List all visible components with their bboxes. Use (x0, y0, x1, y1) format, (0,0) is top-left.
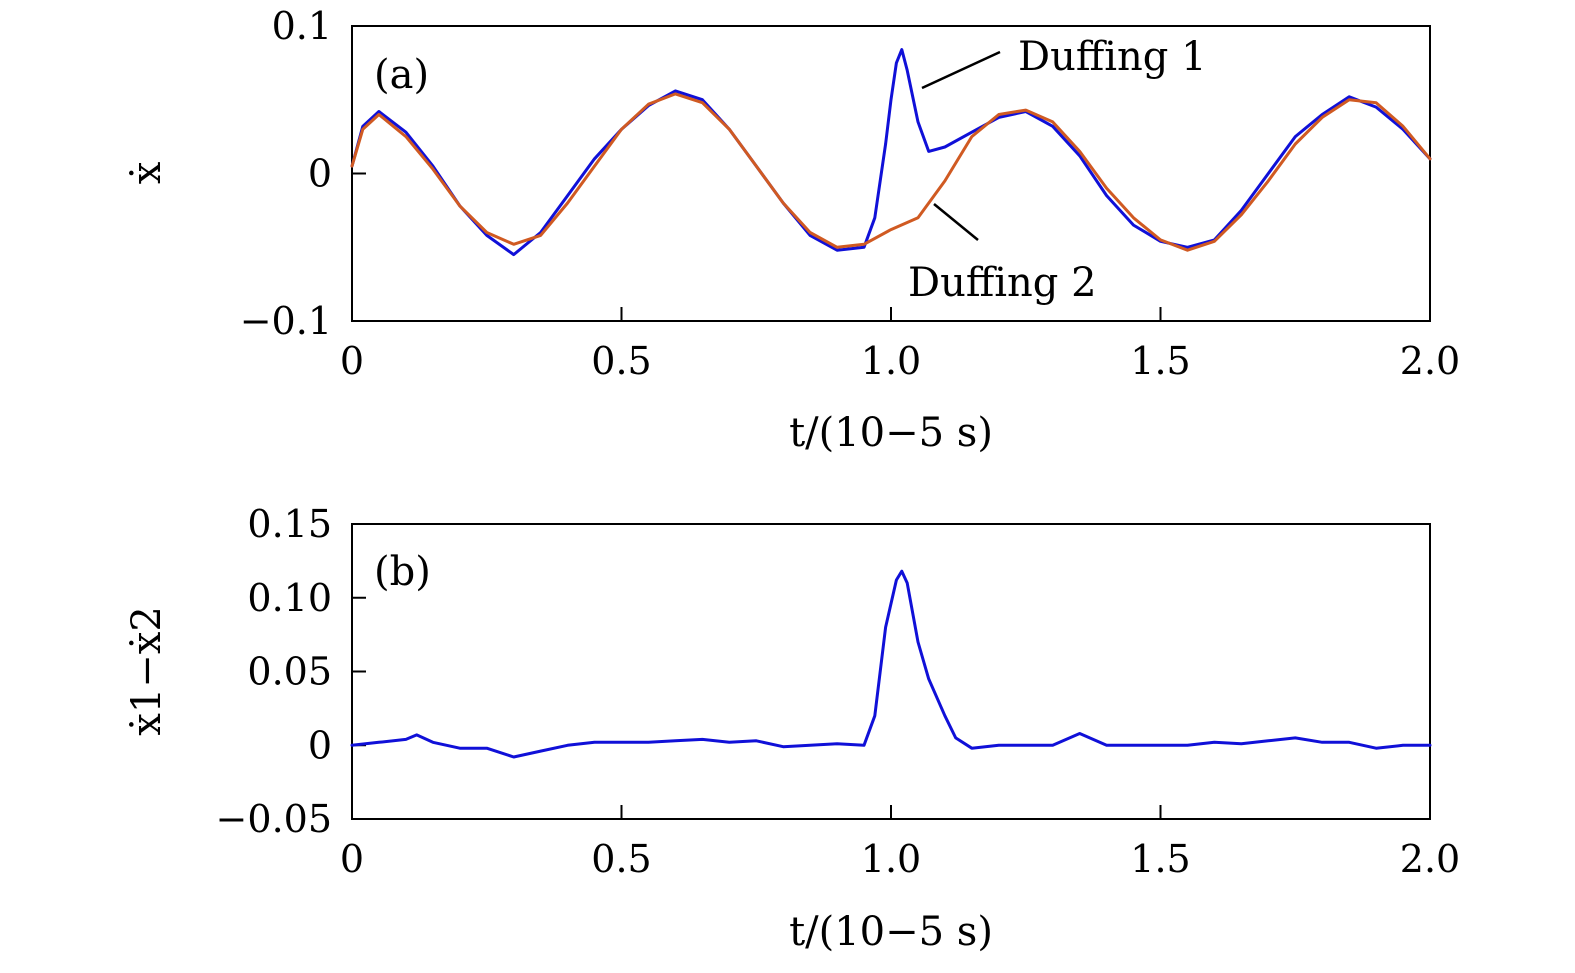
y-tick-label: −0.05 (216, 797, 332, 841)
y-tick-label: 0.10 (247, 576, 332, 620)
panel-a-y-axis-title: ẋ (124, 161, 170, 184)
x-tick-label: 1.0 (861, 837, 921, 881)
y-tick-label: 0 (308, 152, 332, 196)
panel-a-series (350, 48, 1432, 257)
y-tick-label: 0.05 (247, 650, 332, 694)
x-tick-label: 0.5 (591, 837, 651, 881)
y-tick-label: −0.1 (240, 299, 332, 343)
series-line-duffing1 (350, 48, 1432, 257)
panel-b-label: (b) (374, 549, 431, 595)
y-tick-label: 0.1 (272, 4, 332, 48)
panel-b-y-axis-title: ẋ1−ẋ2 (124, 606, 170, 736)
panel-b-series (350, 569, 1432, 759)
panel-a-x-axis-title: t/(10−5 s) (789, 410, 993, 456)
x-tick-label: 2.0 (1400, 837, 1460, 881)
x-tick-label: 1.0 (861, 339, 921, 383)
panel-b-x-axis-title: t/(10−5 s) (789, 909, 993, 955)
x-tick-label: 0.5 (591, 339, 651, 383)
duffing-1-label: Duffing 1 (1018, 34, 1207, 80)
x-tick-label: 1.5 (1130, 837, 1190, 881)
y-tick-label: 0.15 (247, 502, 332, 546)
panel-b-frame (351, 523, 1431, 820)
duffing-1-leader-line (921, 50, 1001, 90)
panel-a-label: (a) (374, 52, 429, 98)
x-tick-label: 0 (340, 339, 364, 383)
duffing-2-label: Duffing 2 (908, 260, 1097, 306)
x-tick-label: 2.0 (1400, 339, 1460, 383)
panel-a-ticks: 0 0.5 1.0 1.5 2.0−0.100.1 (240, 4, 1461, 383)
panel-a: 0 0.5 1.0 1.5 2.0−0.100.1 (a) Duffing 1 Duff… (124, 4, 1460, 456)
series-line-difference (350, 569, 1432, 759)
x-tick-label: 1.5 (1130, 339, 1190, 383)
duffing-2-leader-line (933, 203, 979, 241)
y-tick-label: 0 (308, 723, 332, 767)
series-line-duffing2 (350, 92, 1432, 252)
x-tick-label: 0 (340, 837, 364, 881)
